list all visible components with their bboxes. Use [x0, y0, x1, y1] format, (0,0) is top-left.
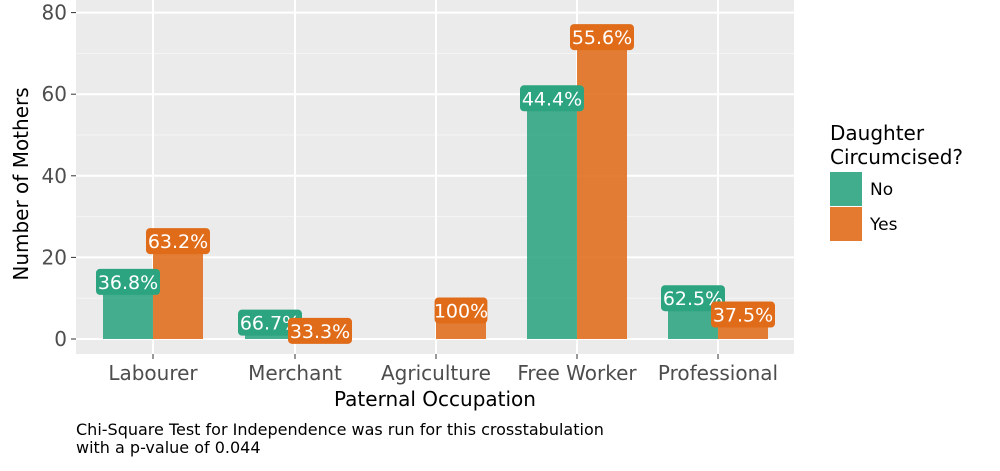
legend-label-yes: Yes	[869, 215, 898, 235]
data-label-text: 36.8%	[98, 272, 158, 294]
y-axis-title: Number of Mothers	[9, 87, 33, 280]
x-tick-label: Agriculture	[381, 361, 491, 385]
bar-no	[527, 98, 577, 339]
data-label-text: 66.7%	[240, 313, 300, 335]
legend-title: Circumcised?	[830, 145, 963, 169]
axes: 0 20 40 60 80 Labourer Merchant Agriculture Free…	[42, 1, 779, 385]
data-label-text: 44.4%	[522, 88, 582, 110]
data-label-text: 33.3%	[290, 321, 350, 343]
x-tick-label: Professional	[658, 361, 778, 385]
x-axis-title: Paternal Occupation	[334, 387, 536, 411]
data-label-box	[238, 309, 302, 336]
data-label-box	[661, 285, 725, 312]
legend-key-no	[830, 172, 862, 206]
data-label-yes: 55.6%	[570, 24, 634, 51]
data-label-yes: 100%	[434, 297, 488, 324]
caption-line-2: with a p-value of 0.044	[76, 438, 261, 457]
bar-yes	[153, 241, 203, 339]
data-label-text: 63.2%	[148, 231, 208, 253]
y-tick-label: 40	[42, 164, 67, 188]
data-label-box	[146, 228, 210, 255]
data-label-no: 44.4%	[520, 85, 584, 112]
data-label-box	[520, 85, 584, 112]
bar-chart: 36.8% 66.7% 44.4% 62.5% 63.2% 33.3% 100% 55.6% 3…	[9, 0, 963, 411]
data-label-no: 66.7%	[238, 309, 302, 336]
legend-key-yes	[830, 207, 862, 241]
legend-label-no: No	[870, 180, 893, 200]
data-labels: 36.8% 66.7% 44.4% 62.5% 63.2% 33.3% 100% 55.6% 3…	[96, 24, 775, 344]
y-tick-label: 60	[42, 82, 67, 106]
y-tick-label: 20	[42, 245, 67, 269]
data-label-box	[96, 268, 160, 295]
data-label-yes: 37.5%	[711, 301, 775, 328]
data-label-no: 36.8%	[96, 268, 160, 295]
caption-line-1: Chi-Square Test for Independence was run…	[76, 420, 604, 439]
data-label-text: 62.5%	[663, 288, 723, 310]
bar-yes	[577, 37, 627, 340]
data-label-yes: 33.3%	[288, 317, 352, 344]
data-label-text: 55.6%	[572, 27, 632, 49]
y-tick-label: 0	[54, 327, 67, 351]
data-label-box	[288, 317, 352, 344]
data-label-text: 37.5%	[713, 305, 773, 327]
data-label-no: 62.5%	[661, 285, 725, 312]
legend-title: Daughter	[830, 121, 925, 145]
data-label-yes: 63.2%	[146, 228, 210, 255]
x-tick-label: Free Worker	[517, 361, 637, 385]
x-tick-label: Merchant	[248, 361, 342, 385]
x-tick-label: Labourer	[108, 361, 198, 385]
data-label-box	[570, 24, 634, 51]
data-label-text: 100%	[434, 300, 488, 322]
data-label-box	[434, 297, 488, 324]
y-tick-label: 80	[42, 1, 67, 25]
data-label-box	[711, 301, 775, 328]
bars	[103, 37, 768, 340]
